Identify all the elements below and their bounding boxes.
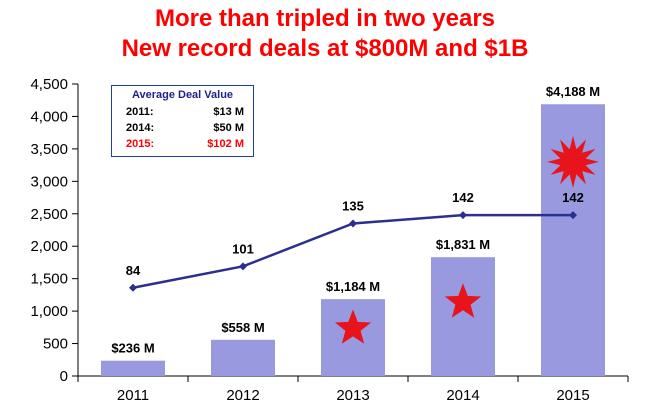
bar-value-label: $558 M (221, 320, 264, 335)
legend-heading: Average Deal Value (131, 89, 234, 101)
star-marker-icon (444, 283, 482, 318)
line-value-label: 135 (342, 199, 364, 214)
x-tick-label: 2011 (117, 387, 149, 404)
legend-value: $50 M (213, 122, 244, 134)
legend-year: 2015: (126, 138, 155, 150)
bar-value-label: $1,831 M (436, 237, 490, 252)
line-value-label: 101 (232, 241, 254, 256)
burst-marker-icon (547, 135, 599, 188)
bar (101, 360, 165, 376)
line-point (459, 211, 467, 220)
x-tick-label: 2013 (336, 387, 369, 404)
chart-title-line-2: New record deals at $800M and $1B (121, 35, 529, 62)
average-deal-value-legend: Average Deal Value 2011: $13 M 2014: $50… (111, 85, 254, 157)
y-tick-label: 4,000 (30, 108, 68, 125)
line-value-label: 84 (126, 263, 141, 278)
line-point (349, 219, 357, 228)
legend-value: $13 M (213, 106, 244, 118)
line-value-label: 142 (452, 190, 474, 205)
legend-year: 2011: (126, 106, 154, 118)
legend-row: 2014: $50 M (126, 122, 244, 136)
bar (211, 339, 275, 376)
y-tick-label: 4,500 (30, 76, 68, 93)
y-tick-label: 1,000 (30, 303, 68, 320)
bar-value-label: $4,188 M (546, 84, 600, 99)
y-tick-label: 2,000 (30, 238, 68, 255)
x-tick-label: 2014 (446, 387, 479, 404)
y-tick-label: 3,000 (30, 173, 68, 190)
y-tick-label: 3,500 (30, 141, 68, 158)
x-tick-label: 2015 (556, 387, 589, 404)
legend-year: 2014: (126, 122, 155, 134)
line-value-label: 142 (562, 190, 584, 205)
line-point (239, 262, 247, 271)
bar-value-label: $236 M (111, 341, 154, 356)
legend-row: 2015: $102 M (126, 138, 244, 152)
y-tick-label: 0 (60, 368, 68, 385)
legend-value: $102 M (207, 138, 244, 150)
y-tick-label: 500 (43, 336, 68, 353)
chart-title-line-1: More than tripled in two years (154, 5, 496, 32)
bar (431, 257, 495, 376)
legend-row: 2011: $13 M (126, 106, 244, 120)
bar-value-label: $1,184 M (326, 279, 380, 294)
x-tick-label: 2012 (226, 387, 259, 404)
star-marker-icon (334, 309, 372, 344)
line-point (569, 211, 577, 220)
y-tick-label: 2,500 (30, 206, 68, 223)
line-point (129, 283, 137, 292)
y-tick-label: 1,500 (30, 271, 68, 288)
